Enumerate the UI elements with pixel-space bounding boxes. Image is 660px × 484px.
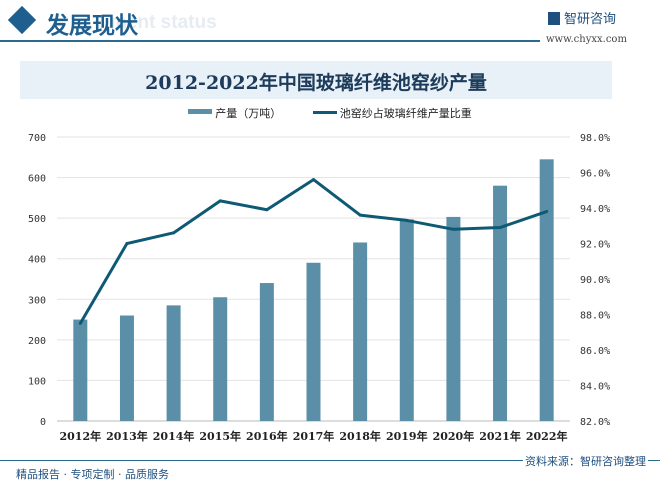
x-tick-label: 2018年 bbox=[339, 429, 381, 443]
y-left-tick-label: 600 bbox=[28, 174, 46, 185]
header-divider bbox=[0, 40, 540, 42]
y-right-tick-label: 90.0% bbox=[580, 275, 610, 286]
y-right-tick-label: 88.0% bbox=[580, 311, 610, 322]
header-title: 发展现状 bbox=[46, 12, 138, 39]
line-point bbox=[545, 210, 549, 214]
logo-text: 智研咨询 bbox=[564, 12, 617, 27]
y-left-tick-label: 0 bbox=[40, 417, 46, 428]
x-tick-label: 2019年 bbox=[386, 429, 428, 443]
footer-divider bbox=[0, 460, 660, 461]
footer-tagline: 精品报告 · 专项定制 · 品质服务 bbox=[16, 468, 169, 481]
logo-icon bbox=[548, 12, 560, 25]
y-left-tick-label: 100 bbox=[28, 376, 46, 387]
line-point bbox=[218, 199, 222, 203]
site-url: www.chyxx.com bbox=[546, 34, 627, 45]
bar bbox=[353, 242, 368, 421]
legend-swatch bbox=[188, 109, 213, 114]
x-tick-label: 2016年 bbox=[246, 429, 288, 443]
line-point bbox=[125, 242, 129, 245]
legend-label: 池窑纱占玻璃纤维产量比重 bbox=[339, 107, 472, 120]
legend-item-bar: 产量（万吨） bbox=[188, 105, 281, 121]
y-left-tick-label: 500 bbox=[28, 214, 46, 225]
bar bbox=[539, 159, 554, 422]
line-point bbox=[78, 321, 82, 325]
y-right-tick-label: 92.0% bbox=[580, 240, 610, 251]
bar bbox=[73, 319, 88, 421]
chart-title: 2012-2022年中国玻璃纤维池窑纱产量 bbox=[145, 72, 487, 94]
bar bbox=[493, 185, 508, 421]
y-left-tick-label: 400 bbox=[28, 255, 46, 266]
bar bbox=[259, 283, 274, 421]
bar bbox=[446, 216, 461, 421]
x-tick-label: 2012年 bbox=[60, 429, 102, 443]
bar bbox=[166, 305, 181, 421]
y-right-tick-label: 98.0% bbox=[580, 133, 610, 144]
y-right-tick-label: 96.0% bbox=[580, 169, 610, 180]
x-tick-label: 2014年 bbox=[153, 429, 195, 443]
line-point bbox=[451, 227, 455, 231]
logo: 智研咨询 bbox=[548, 8, 616, 27]
bar bbox=[399, 219, 414, 421]
bar bbox=[213, 297, 228, 421]
y-right-tick-label: 94.0% bbox=[580, 204, 610, 215]
x-tick-label: 2020年 bbox=[433, 429, 475, 443]
bar bbox=[119, 315, 134, 421]
x-tick-label: 2013年 bbox=[106, 429, 148, 443]
legend-label: 产量（万吨） bbox=[215, 107, 282, 120]
line-point bbox=[172, 231, 176, 235]
x-tick-label: 2017年 bbox=[293, 429, 335, 443]
x-tick-label: 2021年 bbox=[479, 429, 521, 443]
line-point bbox=[265, 208, 269, 212]
line-point bbox=[405, 218, 409, 222]
chart-title-band: 2012-2022年中国玻璃纤维池窑纱产量 bbox=[20, 61, 612, 99]
line-point bbox=[358, 213, 362, 217]
x-tick-label: 2022年 bbox=[526, 429, 568, 443]
y-right-tick-label: 86.0% bbox=[580, 346, 610, 357]
bar bbox=[306, 262, 321, 421]
y-right-tick-label: 82.0% bbox=[580, 417, 610, 428]
source-note: 资料来源：智研咨询整理 bbox=[523, 453, 648, 469]
legend-swatch bbox=[312, 111, 337, 114]
y-left-tick-label: 300 bbox=[28, 295, 46, 306]
line-point bbox=[312, 178, 315, 182]
y-left-tick-label: 200 bbox=[28, 336, 46, 347]
y-right-tick-label: 84.0% bbox=[580, 382, 610, 393]
y-left-tick-label: 700 bbox=[28, 133, 46, 144]
x-tick-label: 2015年 bbox=[199, 429, 241, 443]
legend-item-line: 池窑纱占玻璃纤维产量比重 bbox=[312, 105, 472, 121]
line-point bbox=[498, 226, 502, 230]
legend: 产量（万吨） 池窑纱占玻璃纤维产量比重 bbox=[0, 105, 660, 121]
